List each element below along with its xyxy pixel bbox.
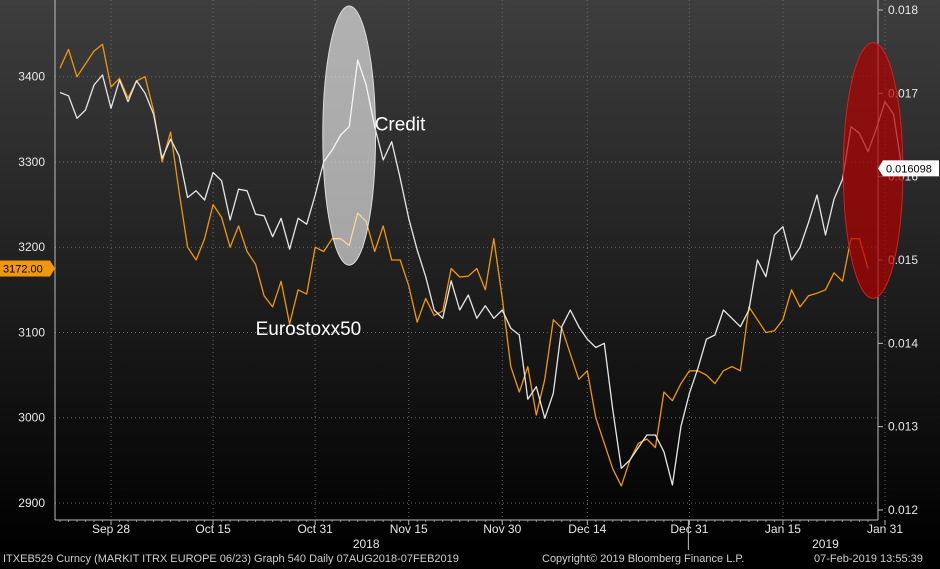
y-left-tick-label: 3300 <box>18 155 45 169</box>
footer-timestamp: 07-Feb-2019 13:55:39 <box>814 553 923 565</box>
x-year-label: 2018 <box>353 537 380 551</box>
last-value-tag-right-arrow <box>878 160 883 177</box>
last-value-tag-left-text: 3172.00 <box>3 264 43 276</box>
y-left-tick-label: 3200 <box>18 240 45 254</box>
x-tick-label: Nov 15 <box>390 522 428 536</box>
x-tick-label: Dec 31 <box>670 522 708 536</box>
footer-security-info: ITXEB529 Curncy (MARKIT ITRX EUROPE 06/2… <box>3 553 459 565</box>
x-tick-label: Dec 14 <box>568 522 606 536</box>
x-tick-label: Jan 15 <box>765 522 801 536</box>
series-line-orange <box>59 43 869 487</box>
footer-bar: ITXEB529 Curncy (MARKIT ITRX EUROPE 06/2… <box>0 550 940 569</box>
y-left-tick-label: 2900 <box>18 496 45 510</box>
x-tick-label: Oct 31 <box>297 522 333 536</box>
x-tick-label: Oct 15 <box>195 522 231 536</box>
y-right-tick-label: 0.018 <box>888 3 918 17</box>
y-right-tick-label: 0.012 <box>888 503 918 517</box>
x-year-label: 2019 <box>812 537 839 551</box>
highlight-ellipse-credit <box>322 5 377 266</box>
last-value-tag-left-bg <box>0 260 50 277</box>
y-right-tick-label: 0.013 <box>888 420 918 434</box>
annotation-eurostoxx50: Eurostoxx50 <box>256 319 362 340</box>
y-right-tick-label: 0.014 <box>888 336 918 350</box>
last-value-tag-right-bg <box>883 160 939 177</box>
x-tick-label: Sep 28 <box>92 522 130 536</box>
annotation-credit: Credit <box>375 114 426 135</box>
footer-copyright: Copyright© 2019 Bloomberg Finance L.P. <box>542 553 745 565</box>
last-value-tag-left-arrow <box>50 260 55 277</box>
y-left-tick-label: 3100 <box>18 325 45 339</box>
last-value-tag-right-text: 0.016098 <box>886 163 932 175</box>
x-tick-label: Nov 30 <box>483 522 521 536</box>
x-tick-label: Jan 31 <box>867 522 903 536</box>
y-left-tick-label: 3400 <box>18 70 45 84</box>
y-left-tick-label: 3000 <box>18 411 45 425</box>
series-line-white <box>59 59 903 486</box>
